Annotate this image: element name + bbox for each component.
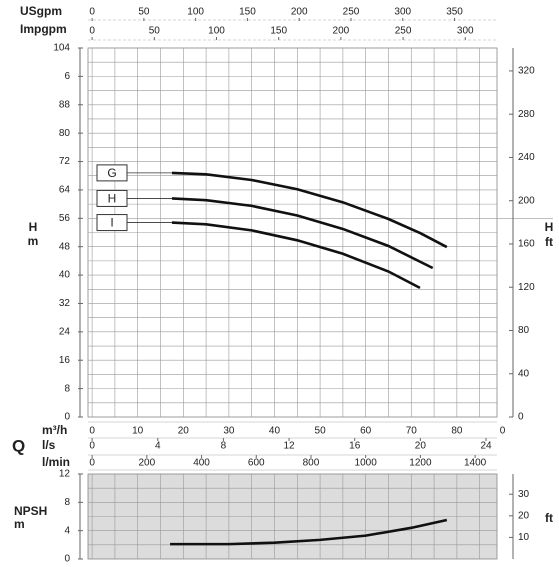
y2-tick-label: 0: [518, 412, 524, 423]
y-tick-label: 8: [64, 383, 70, 394]
x-tick-label: 600: [248, 458, 265, 469]
x-tick-label: 150: [270, 26, 287, 37]
pump-curve: [171, 197, 434, 270]
x-tick-label: 40: [269, 426, 281, 437]
x-tick-label: 20: [178, 426, 190, 437]
y-unit: m: [28, 234, 39, 248]
pump-curve: [170, 518, 448, 546]
x-tick-label: 0: [89, 26, 95, 37]
y2-tick-label: 40: [518, 368, 530, 379]
x-tick-label: 24: [480, 441, 492, 452]
y-tick-label: 0: [64, 412, 70, 423]
x-tick-label: 300: [394, 7, 411, 18]
pump-curve: [171, 221, 421, 290]
y2-tick-label: 320: [518, 66, 535, 77]
pump-curve: [171, 171, 448, 249]
y2-tick-label: 10: [518, 532, 530, 543]
axis-unit: l/min: [42, 455, 70, 469]
y-tick-label: 56: [59, 213, 71, 224]
x-tick-label: 1000: [355, 458, 378, 469]
legend-label: G: [107, 166, 116, 180]
x-tick-label: 50: [315, 426, 327, 437]
y2-tick-label: 200: [518, 195, 535, 206]
x-tick-label: 350: [446, 7, 463, 18]
x-tick-label: 50: [149, 26, 161, 37]
y2-tick-label: 30: [518, 489, 530, 500]
axis-unit: USgpm: [20, 4, 62, 18]
x-tick-label: 0: [89, 458, 95, 469]
y-tick-label: 104: [53, 43, 70, 54]
y-tick-label: 16: [59, 355, 71, 366]
y-tick-label: 12: [59, 469, 71, 480]
legend-label: H: [108, 192, 117, 206]
axis-unit: l/s: [42, 438, 56, 452]
x-tick-label: 4: [155, 441, 161, 452]
axis-unit: m³/h: [42, 423, 67, 437]
x-tick-label: 16: [349, 441, 361, 452]
y2-tick-label: 20: [518, 510, 530, 521]
x-tick-label: 70: [406, 426, 418, 437]
x-tick-label: 200: [138, 458, 155, 469]
axis-unit: Impgpm: [20, 22, 67, 36]
y-tick-label: 80: [59, 128, 71, 139]
x-tick-label: 250: [343, 7, 360, 18]
x-tick-label: 60: [360, 426, 372, 437]
y2-tick-label: 120: [518, 282, 535, 293]
x-tick-label: 10: [132, 426, 144, 437]
y-tick-label: 32: [59, 298, 71, 309]
x-tick-label: 20: [415, 441, 427, 452]
y-label: NPSH: [14, 504, 47, 518]
legend-box: [96, 189, 128, 207]
x-tick-label: 100: [187, 7, 204, 18]
y-tick-label: 4: [64, 525, 70, 536]
x-tick-label: 30: [223, 426, 235, 437]
x-tick-label: 0: [89, 7, 95, 18]
x-tick-label: 300: [457, 26, 474, 37]
legend-label: I: [110, 216, 113, 230]
x-tick-label: 250: [395, 26, 412, 37]
legend-box: [96, 164, 128, 182]
y2-unit: ft: [545, 235, 553, 249]
x-tick-label: 100: [208, 26, 225, 37]
y-tick-label: 72: [59, 156, 71, 167]
x-tick-label: 50: [138, 7, 150, 18]
x-tick-label: 80: [451, 426, 463, 437]
x-tick-label: 0: [500, 426, 506, 437]
x-tick-label: 0: [89, 426, 95, 437]
y-tick-label: 24: [59, 326, 71, 337]
y-tick-label: 6: [64, 71, 70, 82]
y-unit: m: [14, 517, 25, 531]
x-tick-label: 0: [89, 441, 95, 452]
y2-label: H: [545, 220, 554, 234]
y2-tick-label: 160: [518, 239, 535, 250]
y2-tick-label: 80: [518, 325, 530, 336]
x-tick-label: 400: [193, 458, 210, 469]
x-tick-label: 200: [333, 26, 350, 37]
x-symbol: Q: [12, 436, 25, 455]
x-tick-label: 1200: [409, 458, 432, 469]
y-label: H: [29, 220, 38, 234]
x-tick-label: 800: [303, 458, 320, 469]
y-tick-label: 48: [59, 241, 71, 252]
y2-unit: ft: [545, 511, 553, 525]
y2-tick-label: 280: [518, 109, 535, 120]
y-tick-label: 0: [64, 554, 70, 565]
x-tick-label: 200: [291, 7, 308, 18]
y2-tick-label: 240: [518, 152, 535, 163]
x-tick-label: 8: [221, 441, 227, 452]
legend-box: [96, 214, 128, 232]
x-tick-label: 1400: [464, 458, 487, 469]
x-tick-label: 12: [283, 441, 295, 452]
y-tick-label: 88: [59, 99, 71, 110]
x-tick-label: 150: [239, 7, 256, 18]
y-tick-label: 8: [64, 497, 70, 508]
y-tick-label: 40: [59, 270, 71, 281]
y-tick-label: 64: [59, 185, 71, 196]
